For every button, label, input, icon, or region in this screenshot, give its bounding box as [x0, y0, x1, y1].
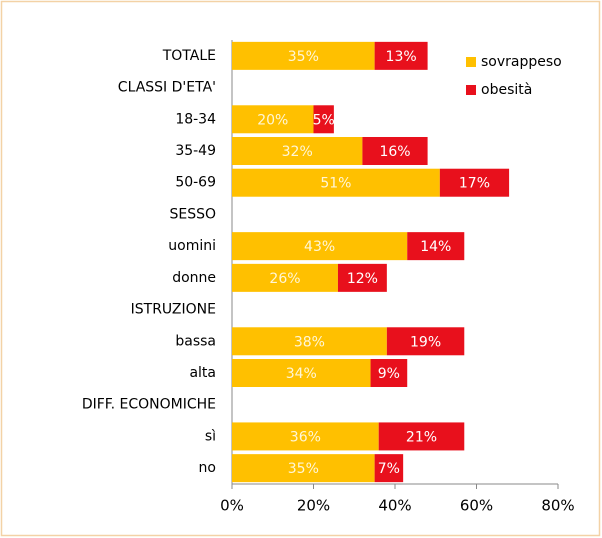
x-tick-label: 80% [541, 497, 574, 515]
bar-segment [337, 263, 387, 292]
category-label: uomini [168, 238, 216, 254]
x-tick-label: 0% [220, 497, 244, 515]
value-label: 21% [406, 429, 437, 445]
legend-swatch [466, 85, 476, 95]
category-label: 18-34 [175, 111, 216, 127]
bar-segment [378, 422, 465, 451]
value-label: 17% [459, 176, 490, 192]
category-label: SESSO [169, 206, 216, 222]
category-label: alta [189, 365, 216, 381]
legend-label: obesità [481, 82, 532, 98]
bar-segment [232, 137, 363, 165]
category-label: 35-49 [175, 143, 216, 159]
category-label: no [199, 460, 216, 476]
category-label: TOTALE [162, 48, 216, 64]
bar-segment [362, 137, 428, 165]
value-label: 12% [347, 271, 378, 287]
x-tick-label: 20% [297, 497, 330, 515]
value-label: 43% [304, 239, 335, 255]
bar-segment [232, 263, 338, 292]
bar-segment [232, 422, 379, 451]
category-label: sì [205, 428, 216, 444]
bar-segment [232, 41, 375, 70]
category-label: donne [172, 270, 216, 286]
bar-segment [232, 105, 314, 134]
value-label: 26% [269, 271, 300, 287]
x-tick-label: 60% [460, 497, 493, 515]
bar-segment [232, 454, 375, 483]
value-label: 38% [294, 334, 325, 350]
value-label: 9% [378, 366, 400, 382]
value-label: 36% [290, 429, 321, 445]
value-label: 34% [286, 366, 317, 382]
bar-segment [386, 327, 465, 356]
category-label: DIFF. ECONOMICHE [82, 397, 216, 413]
legend-label: sovrappeso [481, 54, 562, 70]
value-label: 13% [386, 49, 417, 65]
legend-swatch [466, 57, 476, 67]
category-label: 50-69 [175, 175, 216, 191]
value-label: 14% [420, 239, 451, 255]
bar-segment [374, 41, 428, 70]
value-label: 20% [257, 112, 288, 128]
bar-segment [232, 232, 408, 261]
value-label: 35% [288, 461, 319, 477]
bar-segment [232, 327, 387, 356]
value-label: 5% [313, 112, 335, 128]
bar-segment [232, 168, 440, 197]
bar-segment [439, 168, 510, 197]
category-label: bassa [175, 333, 216, 349]
bar-segment [232, 359, 371, 387]
value-label: 19% [410, 334, 441, 350]
value-label: 16% [379, 144, 410, 160]
bar-segment [313, 105, 334, 134]
x-tick-label: 40% [378, 497, 411, 515]
value-label: 32% [282, 144, 313, 160]
value-label: 51% [320, 176, 351, 192]
category-label: ISTRUZIONE [131, 302, 216, 318]
value-label: 7% [378, 461, 400, 477]
bar-segment [407, 232, 465, 261]
category-label: CLASSI D'ETA' [118, 80, 216, 96]
bar-segment [370, 359, 408, 387]
bar-segment [374, 454, 404, 483]
value-label: 35% [288, 49, 319, 65]
